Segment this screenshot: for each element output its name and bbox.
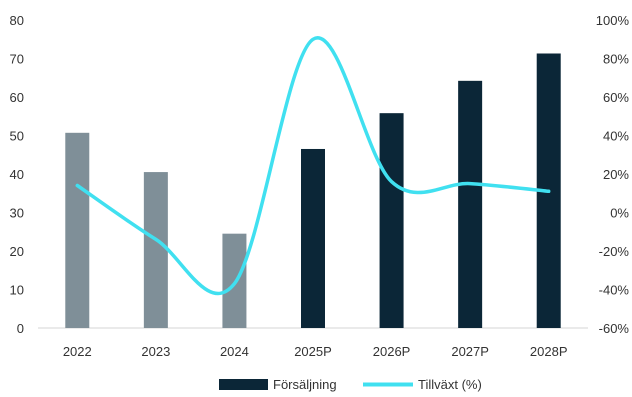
bar-2025P [301,148,325,328]
bar-2022 [65,132,90,328]
x-axis-tick-label: 2024 [220,344,249,359]
left-axis-tick-label: 10 [10,283,24,298]
left-axis-tick-label: 50 [10,129,24,144]
left-axis-tick-label: 40 [10,167,24,182]
left-axis-tick-labels: 0 10 20 30 40 50 60 70 80 [10,13,24,336]
right-axis-tick-label: 100% [596,13,630,28]
bar-2023 [143,172,168,328]
right-axis-tick-label: 60% [603,90,629,105]
x-axis-tick-label: 2025P [294,344,332,359]
left-axis-tick-label: 70 [10,52,24,67]
right-axis-tick-label: 0% [610,206,629,221]
x-axis-tick-labels: 2022 2023 2024 2025P 2026P 2027P 2028P [63,344,568,359]
right-axis-tick-label: -60% [599,321,630,336]
right-axis-tick-label: 40% [603,129,629,144]
left-axis-tick-label: 60 [10,90,24,105]
legend-bar-swatch [219,379,268,390]
x-axis-tick-label: 2027P [451,344,489,359]
bar-series [65,53,561,329]
right-axis-tick-label: -20% [599,244,630,259]
x-axis-tick-label: 2023 [141,344,170,359]
bar-2026P [379,113,404,328]
growth-line [75,36,551,295]
legend-bar-label: Försäljning [273,377,337,392]
x-axis-tick-label: 2022 [63,344,92,359]
bar-2027P [458,80,483,328]
right-axis-tick-label: -40% [599,283,630,298]
right-axis-tick-label: 80% [603,52,629,67]
x-axis-tick-label: 2028P [530,344,568,359]
left-axis-tick-label: 80 [10,13,24,28]
left-axis-tick-label: 20 [10,244,24,259]
right-axis-tick-label: 20% [603,167,629,182]
left-axis-tick-label: 0 [17,321,24,336]
legend-line-label: Tillväxt (%) [418,377,482,392]
legend: Försäljning Tillväxt (%) [219,377,482,392]
left-axis-tick-label: 30 [10,206,24,221]
right-axis-tick-labels: -60% -40% -20% 0% 20% 40% 60% 80% 100% [596,13,630,336]
x-axis-tick-label: 2026P [373,344,411,359]
